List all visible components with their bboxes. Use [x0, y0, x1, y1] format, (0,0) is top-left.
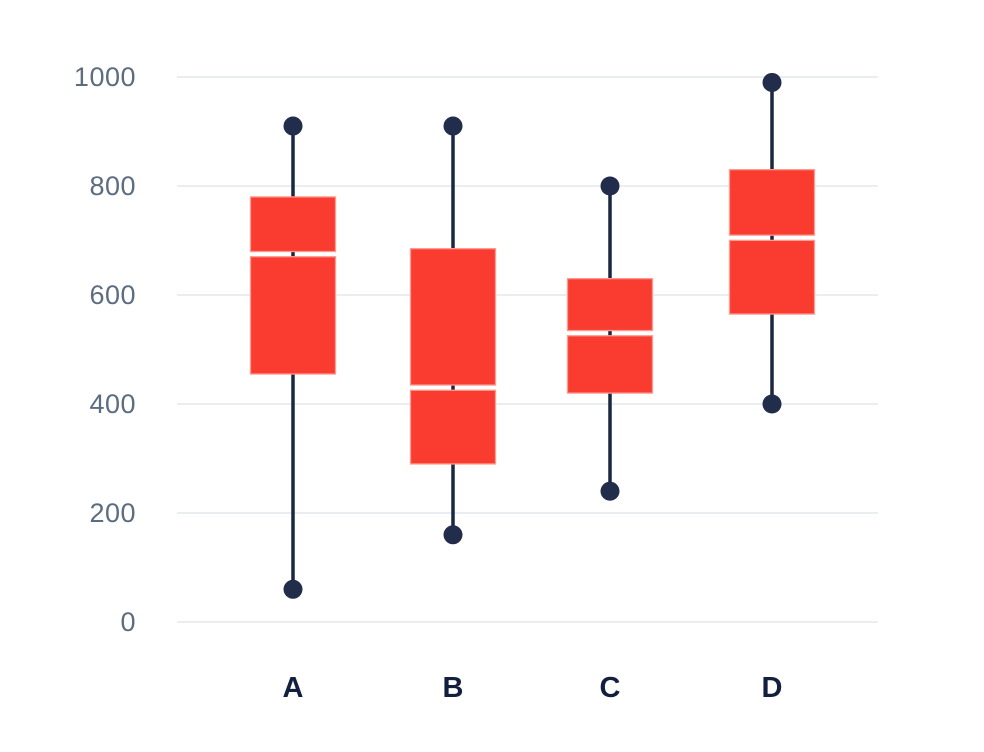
box-upper-A [249, 196, 337, 253]
y-axis-tick-label-200: 200 [89, 498, 136, 528]
whisker-max-dot-B [443, 116, 463, 136]
box-upper-C [566, 277, 654, 332]
box-upper-B [409, 248, 497, 386]
y-axis-tick-label-800: 800 [89, 171, 136, 201]
x-axis-category-label-C: C [600, 672, 621, 704]
whisker-max-dot-A [283, 116, 303, 136]
y-axis-tick-label-400: 400 [89, 389, 136, 419]
whisker-max-dot-C [600, 176, 620, 196]
whisker-min-dot-D [762, 394, 782, 414]
box-upper-D [728, 168, 816, 236]
y-axis-tick-label-1000: 1000 [74, 62, 136, 92]
whisker-min-dot-A [283, 579, 303, 599]
x-axis-category-label-D: D [762, 672, 783, 704]
whisker-max-dot-D [762, 72, 782, 92]
x-axis-category-label-B: B [443, 672, 464, 704]
y-axis-tick-label-0: 0 [120, 607, 136, 637]
box-lower-D [728, 239, 816, 315]
whisker-min-dot-C [600, 481, 620, 501]
x-axis-category-label-A: A [283, 672, 304, 704]
whisker-min-dot-B [443, 525, 463, 545]
box-lower-A [249, 256, 337, 375]
box-lower-C [566, 335, 654, 394]
y-axis-tick-label-600: 600 [89, 280, 136, 310]
box-lower-B [409, 389, 497, 465]
